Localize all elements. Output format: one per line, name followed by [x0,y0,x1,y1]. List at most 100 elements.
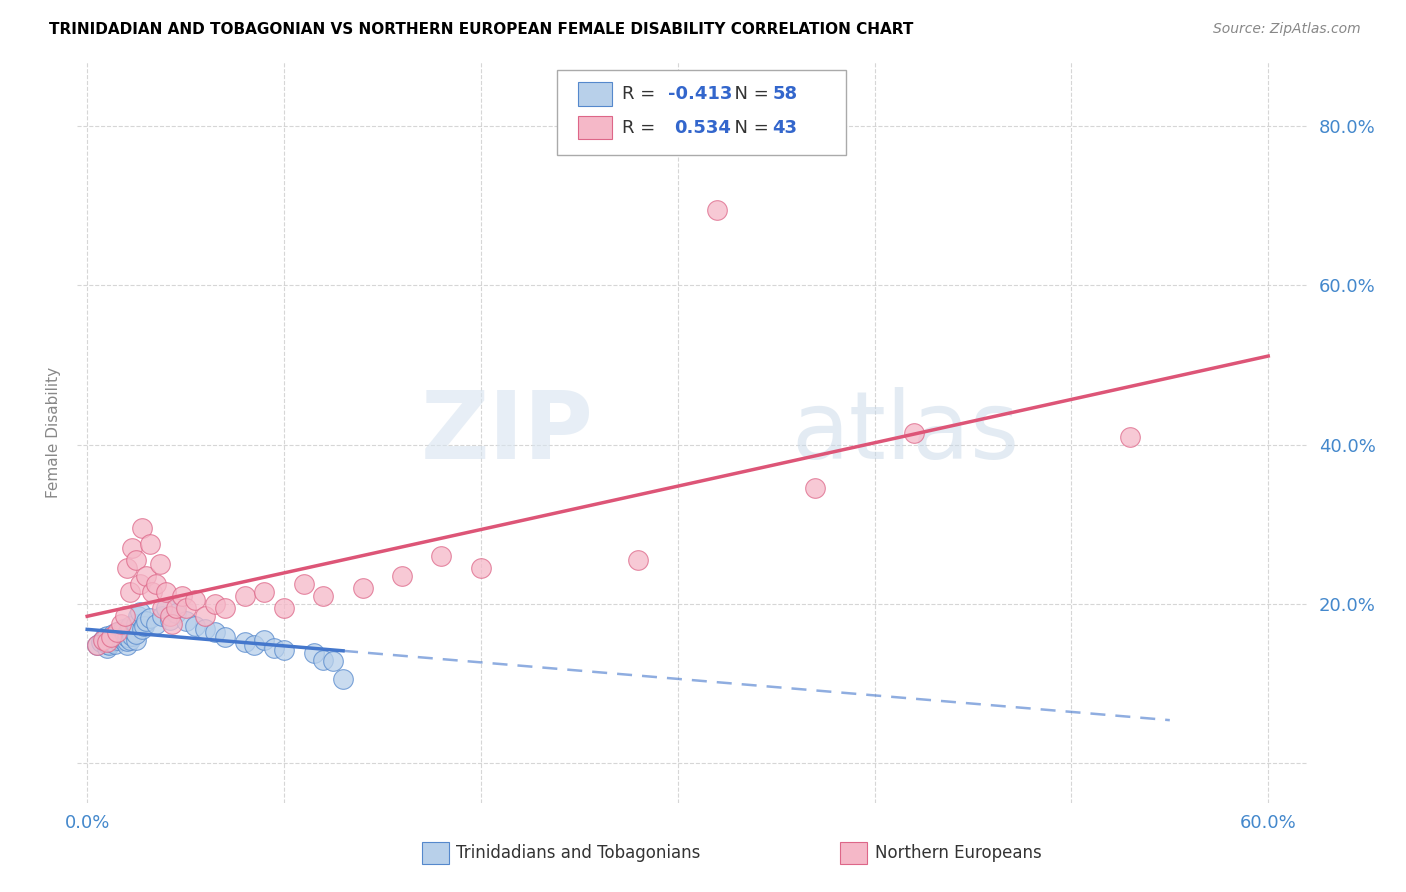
Point [139,537,162,551]
Point [150,608,173,623]
Point [204,624,226,639]
Point [91,632,114,647]
Text: ZIP: ZIP [422,386,595,479]
Point [627,553,650,567]
Point [233,589,256,603]
Point [312,652,335,666]
Point [391,569,413,583]
Point [96,637,118,651]
Point [165,607,187,621]
Point [160,616,183,631]
Point [352,581,374,595]
Point [214,600,236,615]
Point [117,621,139,635]
Point [184,619,207,633]
Point [159,608,181,623]
Point [273,600,295,615]
Text: N =: N = [723,119,775,136]
Point [111,622,134,636]
Point [101,627,124,641]
Point [90,635,112,649]
Text: R =: R = [623,86,661,103]
FancyBboxPatch shape [578,116,613,139]
Text: Trinidadians and Tobagonians: Trinidadians and Tobagonians [457,844,700,863]
FancyBboxPatch shape [557,70,846,155]
Point [214,630,236,644]
Point [706,202,728,217]
Point [115,626,138,640]
Point [97,638,120,652]
Point [135,569,157,583]
Point [263,640,285,655]
Point [159,613,181,627]
Point [302,646,325,660]
Point [115,634,138,648]
Point [903,425,925,440]
Point [120,632,142,647]
Point [253,632,276,647]
Point [150,600,173,615]
Point [96,640,118,655]
Point [120,584,142,599]
Point [121,541,143,555]
Point [105,632,128,647]
Point [100,630,122,644]
Point [155,584,177,599]
Point [129,605,152,619]
Point [127,608,149,623]
Text: N =: N = [723,86,775,103]
Point [145,616,167,631]
FancyBboxPatch shape [841,842,868,864]
Point [165,600,187,615]
Text: TRINIDADIAN AND TOBAGONIAN VS NORTHERN EUROPEAN FEMALE DISABILITY CORRELATION CH: TRINIDADIAN AND TOBAGONIAN VS NORTHERN E… [49,22,914,37]
Text: Northern Europeans: Northern Europeans [875,844,1042,863]
Point [96,629,118,643]
Text: atlas: atlas [792,386,1019,479]
Point [1119,429,1142,443]
Text: Source: ZipAtlas.com: Source: ZipAtlas.com [1213,22,1361,37]
Point [125,553,148,567]
Point [430,549,453,563]
Point [145,577,167,591]
Y-axis label: Female Disability: Female Disability [46,367,62,499]
Point [125,627,148,641]
Point [120,619,142,633]
Point [131,622,153,636]
Point [312,589,335,603]
Point [114,629,136,643]
Point [332,673,354,687]
Point [170,589,193,603]
Point [125,616,148,631]
Point [115,638,138,652]
Text: 58: 58 [772,86,797,103]
Point [105,624,128,639]
Point [121,629,143,643]
Point [86,638,108,652]
FancyBboxPatch shape [422,842,449,864]
Point [141,584,163,599]
Point [322,654,344,668]
Point [96,632,118,647]
Point [100,635,122,649]
Point [101,632,124,646]
Point [124,624,146,639]
Text: 0.534: 0.534 [673,119,731,136]
Point [184,592,207,607]
Point [135,615,157,629]
Point [111,632,134,647]
Point [131,521,153,535]
Point [804,481,827,495]
Point [292,577,315,591]
Point [149,557,172,571]
Point [139,611,162,625]
Point [470,561,492,575]
Point [110,627,132,641]
Point [105,629,128,643]
Point [96,635,118,649]
Point [114,608,136,623]
Point [115,630,138,644]
Point [134,619,156,633]
Point [194,608,217,623]
Point [129,577,152,591]
Point [115,561,138,575]
